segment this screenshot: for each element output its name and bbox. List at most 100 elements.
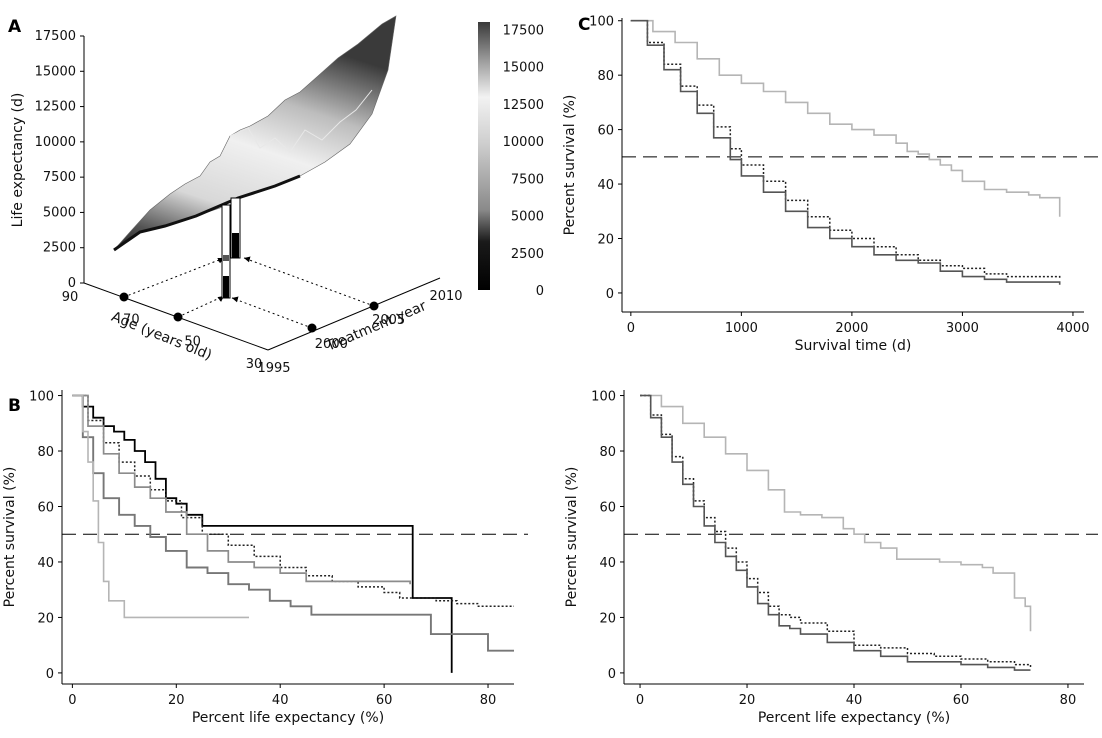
panel-d-ytick-label-1: 20 — [599, 611, 616, 626]
panel-b-ytick-label-4: 80 — [37, 445, 54, 460]
panel-a-year-axis — [267, 277, 441, 351]
panel-d-xtick-label-1: 20 — [739, 693, 756, 708]
panel-d-xtick-label-2: 40 — [846, 693, 863, 708]
panel-b-ylabel: Percent survival (%) — [2, 467, 18, 608]
panel-a-colorbar-tick-5: 12500 — [503, 98, 544, 113]
panel-c-xtick-label-3: 3000 — [946, 321, 979, 336]
panel-a-age-tick-2: 50 — [184, 335, 201, 350]
panel-a-colorbar-tick-1: 2500 — [511, 247, 544, 262]
panel-a-colorbar — [478, 22, 490, 290]
panel-d-ytick-label-0: 0 — [608, 667, 616, 682]
panel-c-ytick-label-5: 100 — [589, 15, 614, 30]
panel-d-ylabel: Percent survival (%) — [564, 467, 580, 608]
panel-a-marker-age-50 — [173, 312, 183, 322]
panel-b-ytick-label-3: 60 — [37, 500, 54, 515]
panel-b-series-mid2 — [72, 394, 514, 652]
panel-c-ytick-label-3: 60 — [597, 124, 614, 139]
panel-a-marker-year-2005 — [369, 301, 379, 311]
panel-b-life-expectancy-chart: 0 20 40 60 80 100 0 20 40 60 80 Percent life expect… — [2, 390, 528, 726]
panel-a-marker-year-2000 — [307, 323, 317, 333]
panel-d-ytick-label-3: 60 — [599, 500, 616, 515]
panel-a-ytick-label-5: 12500 — [35, 100, 76, 115]
panel-d-series-dotted — [640, 394, 1032, 668]
panel-d-xtick-label-3: 60 — [953, 693, 970, 708]
panel-b-series-black — [72, 394, 453, 673]
panel-a-colorbar-tick-3: 7500 — [511, 172, 544, 187]
panel-c-series-light — [630, 19, 1061, 217]
panel-a-colorbar-tick-2: 5000 — [511, 210, 544, 225]
panel-b-xtick-label-2: 40 — [272, 693, 289, 708]
panel-a-surface-ridge — [229, 89, 373, 153]
panel-b-xtick-label-4: 80 — [480, 693, 497, 708]
panel-a-colorbar-tick-0: 0 — [536, 284, 544, 299]
panel-label-a: A — [8, 17, 22, 37]
panel-a-year-tick-0: 1995 — [257, 361, 290, 376]
panel-a-colorbar-ticks: 0 2500 5000 7500 10000 12500 15000 17500 — [503, 23, 544, 299]
panel-c-xlabel: Survival time (d) — [795, 338, 912, 354]
panel-a-surface — [113, 15, 397, 251]
panel-a-ytick-label-6: 15000 — [35, 64, 76, 79]
panel-a-bar-age50-band — [223, 255, 229, 261]
panel-c-ylabel: Percent survival (%) — [562, 95, 578, 236]
panel-a-colorbar-tick-6: 15000 — [503, 61, 544, 76]
panel-a-arrow-3 — [231, 296, 239, 303]
panel-a-surface-edge — [113, 174, 301, 252]
panel-a-bar-age50-fill — [223, 276, 229, 298]
panel-a-ytick-label-4: 10000 — [35, 135, 76, 150]
panel-a-projections — [123, 257, 375, 329]
panel-c-ytick-label-4: 80 — [597, 69, 614, 84]
panel-a-ytick-label-2: 5000 — [43, 205, 76, 220]
panel-c-xtick-label-2: 2000 — [835, 321, 868, 336]
panel-a-surface-chart: 0 2500 5000 7500 10000 12500 15000 17500 Life e… — [10, 15, 544, 376]
panel-b-series-dotted — [72, 394, 514, 608]
panel-a-age-ticks: 90 70 50 30 — [62, 290, 263, 372]
panel-b-xtick-label-0: 0 — [68, 693, 76, 708]
panel-d-xlabel: Percent life expectancy (%) — [758, 710, 950, 726]
panel-b-xtick-label-1: 20 — [168, 693, 185, 708]
panel-b-xlabel: Percent life expectancy (%) — [192, 710, 384, 726]
panel-a-arrow-4 — [243, 256, 251, 263]
panel-d-ytick-label-2: 40 — [599, 556, 616, 571]
panel-d-ytick-label-5: 100 — [591, 390, 616, 405]
panel-c-ytick-label-0: 0 — [606, 287, 614, 302]
panel-a-year-ticks: 1995 2000 2005 2010 — [257, 289, 462, 376]
panel-a-age-tick-0: 90 — [62, 290, 79, 305]
panel-b-series-mid1 — [72, 394, 411, 585]
panel-c-xtick-label-0: 0 — [627, 321, 635, 336]
panel-a-yticks: 0 2500 5000 7500 10000 12500 15000 17500 — [35, 29, 84, 291]
panel-label-c: C — [578, 15, 590, 35]
panel-d-ytick-label-4: 80 — [599, 445, 616, 460]
panel-a-ytick-label-7: 17500 — [35, 29, 76, 44]
panel-d-life-expectancy-chart: 0 20 40 60 80 100 0 20 40 60 80 Percent life expect… — [564, 390, 1098, 726]
panel-b-series-light — [72, 394, 249, 619]
panel-d-xtick-label-0: 0 — [636, 693, 644, 708]
panel-d-series-light — [640, 394, 1032, 632]
panel-label-b: B — [8, 396, 21, 416]
panel-a-ylabel: Life expectancy (d) — [10, 93, 26, 228]
panel-a-colorbar-tick-4: 10000 — [503, 135, 544, 150]
panel-c-series-dotted — [630, 19, 1061, 280]
panel-c-ytick-label-1: 20 — [597, 233, 614, 248]
panel-a-year-tick-3: 2010 — [429, 289, 462, 304]
panel-a-bar-age70-fill — [232, 233, 239, 258]
panel-d-xtick-label-4: 80 — [1060, 693, 1077, 708]
panel-b-ytick-label-0: 0 — [46, 667, 54, 682]
panel-a-year-tick-2: 2005 — [372, 313, 405, 328]
panel-a-year-tick-1: 2000 — [315, 337, 348, 352]
panel-b-ytick-label-5: 100 — [29, 390, 54, 405]
panel-b-xtick-label-3: 60 — [376, 693, 393, 708]
panel-a-ytick-label-1: 2500 — [43, 241, 76, 256]
panel-a-age-tick-3: 30 — [246, 357, 263, 372]
panel-a-age-tick-1: 70 — [123, 312, 140, 327]
panel-d-series-dark — [640, 394, 1031, 671]
panel-c-xtick-label-1: 1000 — [725, 321, 758, 336]
panel-c-xtick-label-4: 4000 — [1056, 321, 1089, 336]
panel-c-series-dark — [630, 19, 1061, 285]
panel-a-marker-age-70 — [119, 292, 129, 302]
panel-a-ytick-label-0: 0 — [68, 276, 76, 291]
panel-b-ytick-label-2: 40 — [37, 556, 54, 571]
panel-c-ytick-label-2: 40 — [597, 178, 614, 193]
